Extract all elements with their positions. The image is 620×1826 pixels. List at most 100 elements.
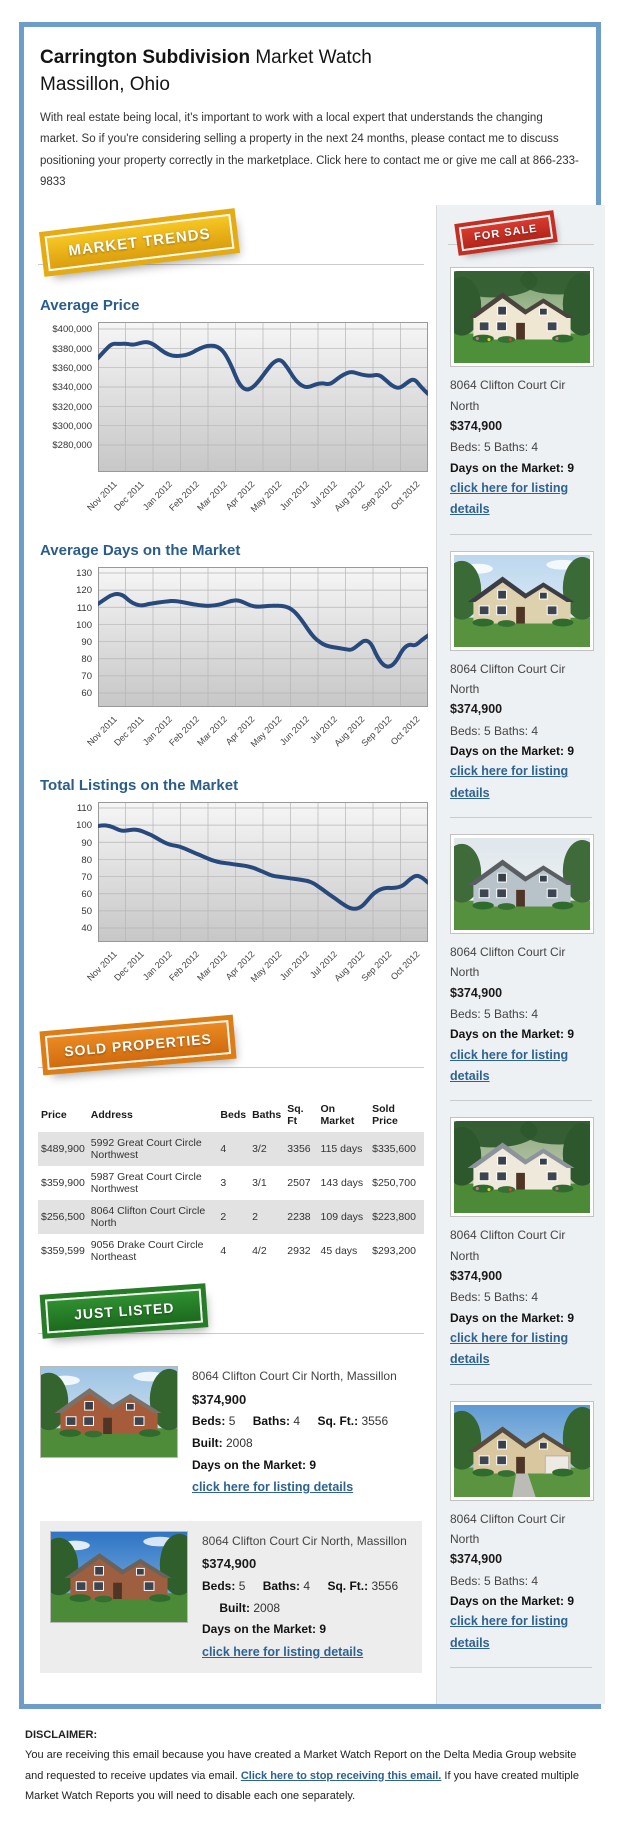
beds-baths: Beds: 5 Baths: 4 <box>450 1573 539 1588</box>
listing-address: 8064 Clifton Court Cir North, Massillon <box>192 1369 397 1384</box>
divider <box>450 1100 592 1102</box>
listing-details: 8064 Clifton Court Cir North, Massillon … <box>202 1531 412 1664</box>
header: Carrington Subdivision Market Watch Mass… <box>24 27 596 197</box>
listing-details: 8064 Clifton Court Cir North $374,900 Be… <box>450 1509 594 1654</box>
listing-specs: Beds: 5 Baths: 4 Sq. Ft.: 3556 Built: 20… <box>202 1579 398 1615</box>
average-price-x-axis: Nov 2011 Dec 2011 Jan 2012 Feb 2012 Mar 2012… <box>84 479 422 515</box>
cell-baths: 4/2 <box>252 1245 267 1258</box>
email-frame: Carrington Subdivision Market Watch Mass… <box>19 22 605 1709</box>
listing-details: 8064 Clifton Court Cir North, Massillon … <box>192 1366 422 1499</box>
cell-baths: 3/1 <box>252 1177 267 1190</box>
days-on-market-chart: 130 120 110 100 90 80 70 60 <box>38 567 428 708</box>
average-price-plot <box>98 322 428 473</box>
market-trends-header: MARKET TRENDS <box>38 213 424 281</box>
sqft-label: Sq. Ft.: <box>327 1579 369 1593</box>
baths-value: 4 <box>293 1414 301 1429</box>
sidebar-listing: 8064 Clifton Court Cir North $374,900 Be… <box>448 833 594 1102</box>
listing-photo <box>50 1530 188 1623</box>
cell-sqft: 3356 <box>287 1143 311 1156</box>
for-sale-sidebar: FOR SALE 8064 Clifton Court Cir North $3… <box>436 205 605 1704</box>
days-on-market: Days on the Market: 9 <box>450 460 575 475</box>
divider <box>450 1666 592 1668</box>
days-on-market-heading: Average Days on the Market <box>40 542 241 560</box>
listing-price: $374,900 <box>450 1268 503 1283</box>
listing-details: 8064 Clifton Court Cir North $374,900 Be… <box>450 375 594 520</box>
cell-sold-price: $250,700 <box>372 1177 416 1190</box>
listing-specs: Beds: 5 Baths: 4 Sq. Ft.: 3556 Built: 20… <box>192 1414 402 1450</box>
days-on-market: Days on the Market: 9 <box>450 1593 575 1608</box>
listing-details-link[interactable]: click here for listing details <box>202 1644 364 1659</box>
listing-photo <box>450 550 594 651</box>
listing-price: $374,900 <box>450 985 503 1000</box>
total-listings-x-axis: Nov 2011 Dec 2011 Jan 2012 Feb 2012 Mar 2012… <box>84 949 422 985</box>
listing-address: 8064 Clifton Court Cir North <box>450 661 566 696</box>
listing-address: 8064 Clifton Court Cir North <box>450 1228 566 1263</box>
sidebar-listing: 8064 Clifton Court Cir North $374,900 Be… <box>448 267 594 535</box>
listing-photo <box>450 1400 594 1501</box>
divider <box>448 244 594 246</box>
table-row: $256,500 8064 Clifton Court Circle North… <box>38 1200 424 1235</box>
listing-photo <box>40 1366 178 1459</box>
beds-baths: Beds: 5 Baths: 4 <box>450 1290 539 1305</box>
col-on-market: On Market <box>320 1103 355 1128</box>
just-listed-item: 8064 Clifton Court Cir North, Massillon … <box>40 1520 422 1674</box>
days-on-market: Days on the Market: 9 <box>192 1457 317 1472</box>
sold-properties-table: Price Address Beds Baths Sq. Ft On Marke… <box>38 1098 424 1268</box>
beds-baths: Beds: 5 Baths: 4 <box>450 723 539 738</box>
listing-details-link[interactable]: click here for listing details <box>450 1047 569 1083</box>
cell-on-market: 115 days <box>320 1143 363 1156</box>
built-label: Built: <box>219 1600 250 1615</box>
divider <box>450 1383 592 1385</box>
page-title: Carrington Subdivision Market Watch Mass… <box>40 45 580 98</box>
cell-sqft: 2932 <box>287 1245 311 1258</box>
listing-photo <box>450 1117 594 1218</box>
cell-sqft: 2238 <box>287 1211 311 1224</box>
listing-details-link[interactable]: click here for listing details <box>192 1480 354 1495</box>
cell-sold-price: $223,800 <box>372 1211 416 1224</box>
sidebar-listing: 8064 Clifton Court Cir North $374,900 Be… <box>448 1400 594 1668</box>
divider <box>38 264 424 266</box>
listing-details: 8064 Clifton Court Cir North $374,900 Be… <box>450 942 594 1087</box>
table-row: $359,599 9056 Drake Court Circle Northea… <box>38 1234 424 1268</box>
content-columns: MARKET TRENDS Average Price $400,000 $380… <box>24 205 605 1704</box>
total-listings-plot <box>98 802 428 943</box>
days-on-market: Days on the Market: 9 <box>450 1310 575 1325</box>
sold-properties-header: SOLD PROPERTIES <box>38 1020 424 1084</box>
unsubscribe-link[interactable]: Click here to stop receiving this email. <box>240 1769 442 1782</box>
sqft-value: 3556 <box>371 1579 399 1593</box>
beds-baths: Beds: 5 Baths: 4 <box>450 1006 539 1021</box>
cell-beds: 3 <box>220 1177 227 1190</box>
just-listed-item: 8064 Clifton Court Cir North, Massillon … <box>40 1366 422 1499</box>
cell-baths: 2 <box>252 1211 258 1224</box>
listing-details-link[interactable]: click here for listing details <box>450 1614 569 1650</box>
cell-price: $359,900 <box>41 1177 85 1190</box>
listing-details-link[interactable]: click here for listing details <box>450 764 569 800</box>
days-on-market: Days on the Market: 9 <box>202 1622 327 1637</box>
divider <box>38 1067 424 1069</box>
listing-price: $374,900 <box>450 419 503 434</box>
listing-address: 8064 Clifton Court Cir North <box>450 1511 566 1546</box>
title-suffix: Market Watch <box>250 47 372 68</box>
listing-address: 8064 Clifton Court Cir North <box>450 378 566 413</box>
cell-baths: 3/2 <box>252 1143 267 1156</box>
listing-details: 8064 Clifton Court Cir North $374,900 Be… <box>450 1225 594 1370</box>
cell-beds: 4 <box>220 1245 227 1258</box>
days-on-market: Days on the Market: 9 <box>450 743 575 758</box>
listing-photo <box>450 267 594 368</box>
total-listings-heading: Total Listings on the Market <box>40 777 239 795</box>
table-row: $489,900 5992 Great Court Circle Northwe… <box>38 1132 424 1167</box>
baths-label: Baths: <box>262 1579 301 1593</box>
col-address: Address <box>90 1109 133 1122</box>
listing-details-link[interactable]: click here for listing details <box>450 481 569 517</box>
for-sale-badge: FOR SALE <box>458 214 553 252</box>
built-value: 2008 <box>253 1600 281 1615</box>
beds-baths: Beds: 5 Baths: 4 <box>450 440 539 455</box>
cell-address: 5992 Great Court Circle Northwest <box>90 1137 202 1162</box>
average-price-chart: $400,000 $380,000 $360,000 $340,000 $320,000… <box>38 322 428 473</box>
listing-price: $374,900 <box>450 702 503 717</box>
listing-details-link[interactable]: click here for listing details <box>450 1331 569 1367</box>
listing-price: $374,900 <box>202 1556 257 1572</box>
cell-sold-price: $293,200 <box>372 1245 416 1258</box>
title-subdivision: Carrington Subdivision <box>40 47 251 68</box>
baths-value: 4 <box>303 1579 311 1593</box>
